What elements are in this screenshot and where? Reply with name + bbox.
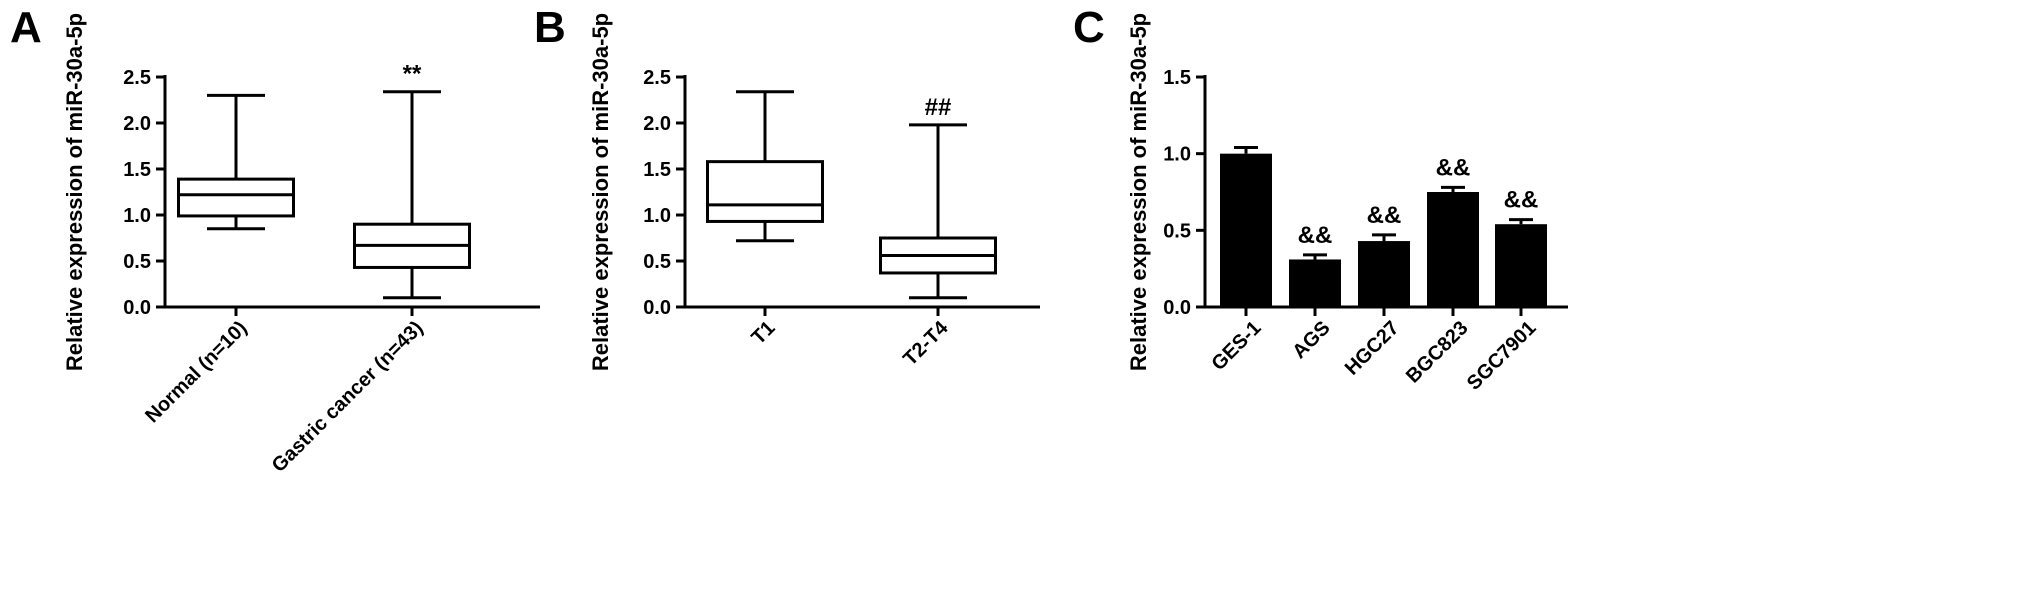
significance-label: && [1436, 154, 1471, 181]
y-tick-label: 1.5 [123, 159, 151, 181]
bar [1220, 153, 1272, 307]
y-axis-label: Relative expression of miR-30a-5p [1126, 13, 1151, 371]
y-tick-label: 2.5 [643, 67, 671, 89]
x-tick-label: HGC27 [1341, 317, 1404, 380]
panel-b: B Relative expression of miR-30a-5p 0.0 0.5… [534, 3, 1040, 371]
x-tick-label: Gastric cancer (n=43) [268, 317, 428, 477]
y-tick-label: 2.0 [643, 113, 671, 135]
y-tick-label: 1.0 [123, 205, 151, 227]
x-tick-label: GES-1 [1208, 317, 1266, 375]
bar [1289, 259, 1341, 307]
y-tick-label: 1.0 [1163, 144, 1191, 166]
significance-label: && [1367, 202, 1402, 229]
x-tick-label: AGS [1288, 317, 1334, 363]
panel-letter: C [1073, 3, 1105, 52]
significance-label: ## [925, 94, 952, 121]
box [706, 160, 824, 223]
y-tick-label: 2.0 [123, 113, 151, 135]
y-axis-label: Relative expression of miR-30a-5p [588, 13, 613, 371]
y-tick-label: 2.5 [123, 67, 151, 89]
bar [1427, 192, 1479, 307]
x-tick-label: T1 [747, 317, 779, 349]
panel-letter: B [534, 3, 566, 52]
y-tick-label: 1.5 [643, 159, 671, 181]
significance-label: ** [403, 61, 422, 88]
panel-a: A Relative expression of miR-30a-5p 0.0 0.5… [10, 3, 540, 477]
bar [1495, 224, 1547, 307]
y-tick-label: 0.5 [123, 251, 151, 273]
significance-label: && [1504, 187, 1539, 214]
x-tick-label: BGC823 [1402, 317, 1473, 388]
y-tick-label: 0.5 [1163, 220, 1191, 242]
y-tick-label: 1.0 [643, 205, 671, 227]
y-tick-label: 0.5 [643, 251, 671, 273]
y-tick-label: 1.5 [1163, 67, 1191, 89]
x-tick-label: SGC7901 [1463, 317, 1541, 395]
panel-letter: A [10, 3, 42, 52]
panel-c: C Relative expression of miR-30a-5p 0.0 0.5… [1073, 3, 1568, 395]
bar [1358, 241, 1410, 307]
box [177, 177, 295, 218]
significance-label: && [1298, 222, 1333, 249]
x-tick-label: T2-T4 [899, 316, 953, 370]
x-tick-label: Normal (n=10) [141, 317, 251, 427]
y-axis-label: Relative expression of miR-30a-5p [62, 13, 87, 371]
y-tick-label: 0.0 [643, 297, 671, 319]
y-tick-label: 0.0 [123, 297, 151, 319]
y-tick-label: 0.0 [1163, 297, 1191, 319]
